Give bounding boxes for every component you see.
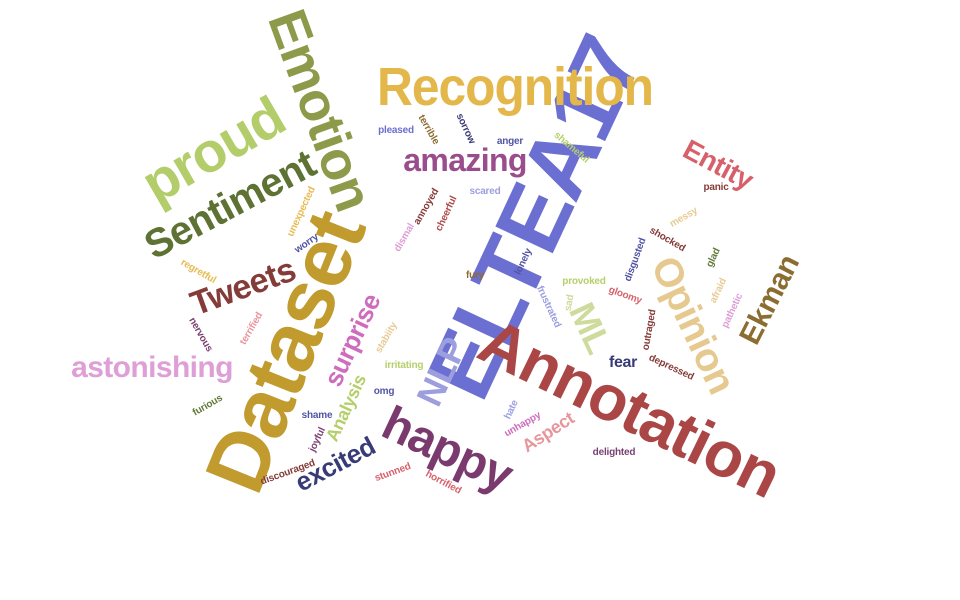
word-recognition: Recognition: [376, 57, 654, 117]
word-ekman: Ekman: [733, 249, 806, 350]
word-shame: shame: [301, 410, 333, 421]
word-shocked: shocked: [647, 225, 687, 255]
word-astonishing: astonishing: [71, 351, 233, 384]
word-sorrow: sorrow: [453, 111, 478, 146]
word-cheerful: cheerful: [433, 194, 460, 234]
word-panic: panic: [703, 182, 729, 193]
word-scared: scared: [469, 186, 501, 197]
word-irritating: irritating: [384, 360, 424, 371]
word-fear: fear: [608, 354, 638, 371]
word-pleased: pleased: [378, 125, 414, 136]
word-dismal: dismal: [392, 221, 417, 254]
word-hate: hate: [502, 398, 521, 422]
word-stunned: stunned: [373, 460, 413, 485]
word-disgusted: disgusted: [622, 236, 649, 284]
word-delighted: delighted: [592, 447, 636, 458]
word-messy: messy: [667, 205, 700, 230]
word-fury: fury: [465, 270, 485, 281]
word-stabiity: stabiity: [373, 320, 400, 355]
word-outraged: outraged: [640, 308, 659, 352]
word-amazing: amazing: [403, 142, 527, 178]
word-anger: anger: [496, 136, 524, 147]
word-gloomy: gloomy: [607, 284, 644, 307]
word-joyful: joyful: [307, 425, 328, 454]
word-omg: omg: [373, 386, 395, 397]
word-glad: glad: [704, 246, 723, 270]
word-afraid: afraid: [708, 276, 730, 305]
word-provoked: provoked: [562, 276, 606, 287]
